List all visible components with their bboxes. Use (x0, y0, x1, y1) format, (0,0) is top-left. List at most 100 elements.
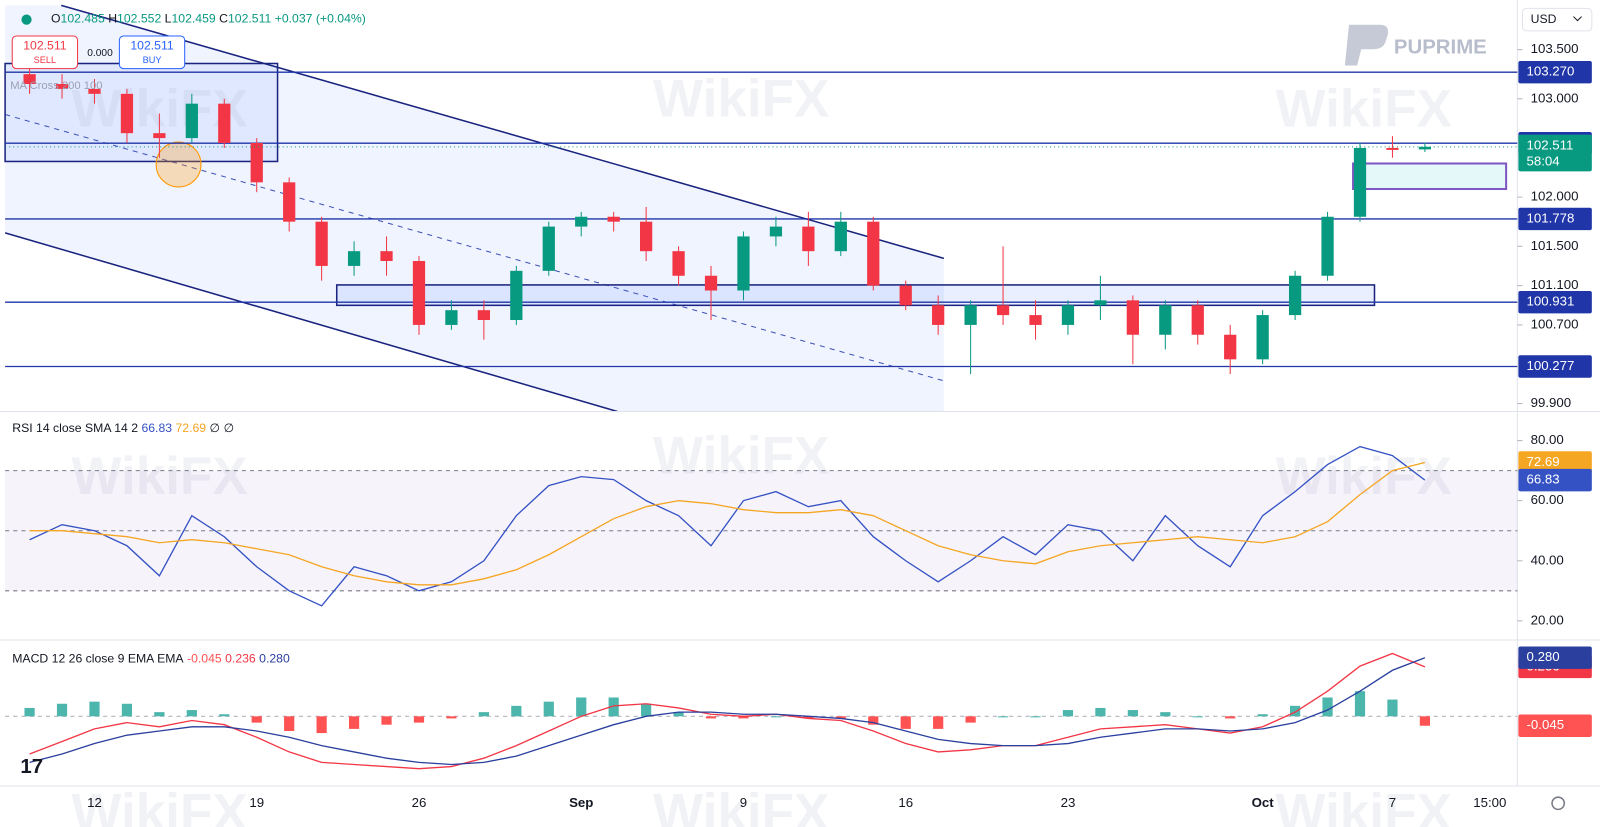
y-tick-label: 102.000 (1531, 189, 1579, 204)
histogram-bar (933, 716, 944, 729)
macd-line (29, 657, 1426, 766)
macd-line (29, 652, 1426, 770)
candle-body (899, 285, 912, 306)
rsi-line (29, 461, 1426, 586)
histogram-bar (1419, 716, 1430, 726)
candle-body (932, 305, 945, 325)
level-label: 101.778 (1527, 210, 1575, 225)
ohlc-key: O (51, 12, 61, 26)
settings-icon[interactable] (1551, 796, 1566, 811)
candle-body (1061, 305, 1075, 325)
ohlc-value: 102.511 (228, 12, 272, 26)
candle-body (412, 261, 426, 325)
ohlc-key: H (108, 12, 117, 26)
brand-logo (1344, 24, 1389, 66)
histogram-bar (381, 716, 392, 725)
histogram-bar (803, 716, 814, 719)
legend-value: 0.236 (225, 652, 256, 666)
candle-body (704, 275, 718, 291)
histogram-bar (56, 703, 68, 717)
histogram-bar (770, 716, 782, 718)
y-tick-label: 101.100 (1531, 277, 1579, 292)
candle-body (640, 221, 653, 252)
candle-body (867, 221, 880, 286)
legend-value: -0.045 (187, 652, 222, 666)
histogram-bar (511, 705, 522, 717)
watermarks: WikiFX WikiFX WikiFX WikiFX WikiFX WikiFX Wiki… (71, 69, 1451, 827)
candle-body (1094, 300, 1107, 306)
y-tick-label: 100.700 (1531, 316, 1579, 331)
candle-body (218, 103, 231, 144)
histogram-bar (997, 716, 1009, 718)
candle-body (477, 310, 490, 321)
candle-body (737, 236, 750, 291)
candle-body (1288, 275, 1302, 316)
legend-extra: ∅ ∅ (210, 421, 235, 435)
ohlc-value: 102.459 (171, 12, 215, 26)
watermark: WikiFX (71, 784, 247, 827)
histogram-value: -0.045 (1527, 717, 1565, 732)
candle-body (23, 74, 36, 85)
watermark: WikiFX (1276, 79, 1452, 138)
histogram-bar (1095, 707, 1106, 717)
candle-body (542, 226, 555, 271)
histogram-bar (1322, 697, 1333, 717)
legend-title: RSI 14 close SMA 14 2 (12, 421, 138, 435)
candle-body (769, 226, 783, 237)
chevron (1573, 16, 1582, 22)
histogram-bar (1225, 716, 1236, 719)
indicator-label: MA Cross 200 100 (10, 80, 102, 92)
buy-button[interactable] (118, 35, 186, 70)
candle-body (1224, 334, 1237, 360)
x-tick-label: 7 (1389, 795, 1396, 810)
watermark: WikiFX (653, 69, 829, 128)
y-tick-label: 99.900 (1531, 395, 1572, 410)
rsi-value: 66.83 (1527, 472, 1560, 487)
candle-body (445, 310, 458, 325)
candle-body (1418, 146, 1432, 150)
buy-price: 102.511 (130, 38, 174, 52)
histogram-bar (154, 712, 165, 717)
x-tick-label: 9 (740, 795, 747, 810)
watermark: WikiFX (1276, 784, 1452, 827)
watermark: WikiFX (653, 784, 829, 827)
histogram-bar (478, 712, 489, 717)
histogram-bar (1160, 712, 1171, 717)
watermark: WikiFX (653, 426, 829, 485)
histogram-bar (1030, 716, 1041, 718)
channel-fill (5, 5, 944, 412)
histogram-value-box (1518, 714, 1592, 737)
histogram-bar (705, 716, 717, 719)
sell-price: 102.511 (23, 38, 67, 52)
y-tick-label: 103.500 (1531, 41, 1579, 56)
currency-select[interactable] (1521, 7, 1593, 32)
tv-logo: 17 (20, 756, 43, 778)
ohlc-legend: O102.485 H102.552 L102.459 C102.511 +0.0… (51, 12, 366, 26)
candle-body (1029, 315, 1042, 325)
rsi-value-box (1518, 451, 1592, 474)
histogram-bar (251, 716, 262, 723)
x-tick-label: 12 (87, 795, 102, 810)
marker-circle (155, 141, 202, 188)
candle-body (802, 226, 815, 252)
candle-body (1126, 300, 1139, 335)
plot: 99.900 100.700 101.100 101.500 102.000 103.00… (5, 41, 1592, 810)
watermark: WikiFX (1276, 447, 1452, 506)
ohlc-value: 102.485 (61, 12, 105, 26)
sell-button[interactable] (11, 35, 79, 70)
currency: USD (1531, 12, 1557, 26)
macd-value: 0.280 (1527, 649, 1560, 664)
ohlc-value: 102.552 (117, 12, 161, 26)
ohlc-key: C (219, 12, 228, 26)
channel-upper (61, 4, 945, 260)
histogram-bar (121, 703, 133, 717)
brand: PUPRIME (1394, 37, 1487, 59)
status-dot (21, 14, 32, 25)
legend-value: 72.69 (175, 421, 206, 435)
x-tick-label: 15:00 (1473, 795, 1506, 810)
candle-body (88, 88, 101, 94)
histogram-bar (673, 712, 684, 717)
last-price-box (1518, 134, 1592, 172)
